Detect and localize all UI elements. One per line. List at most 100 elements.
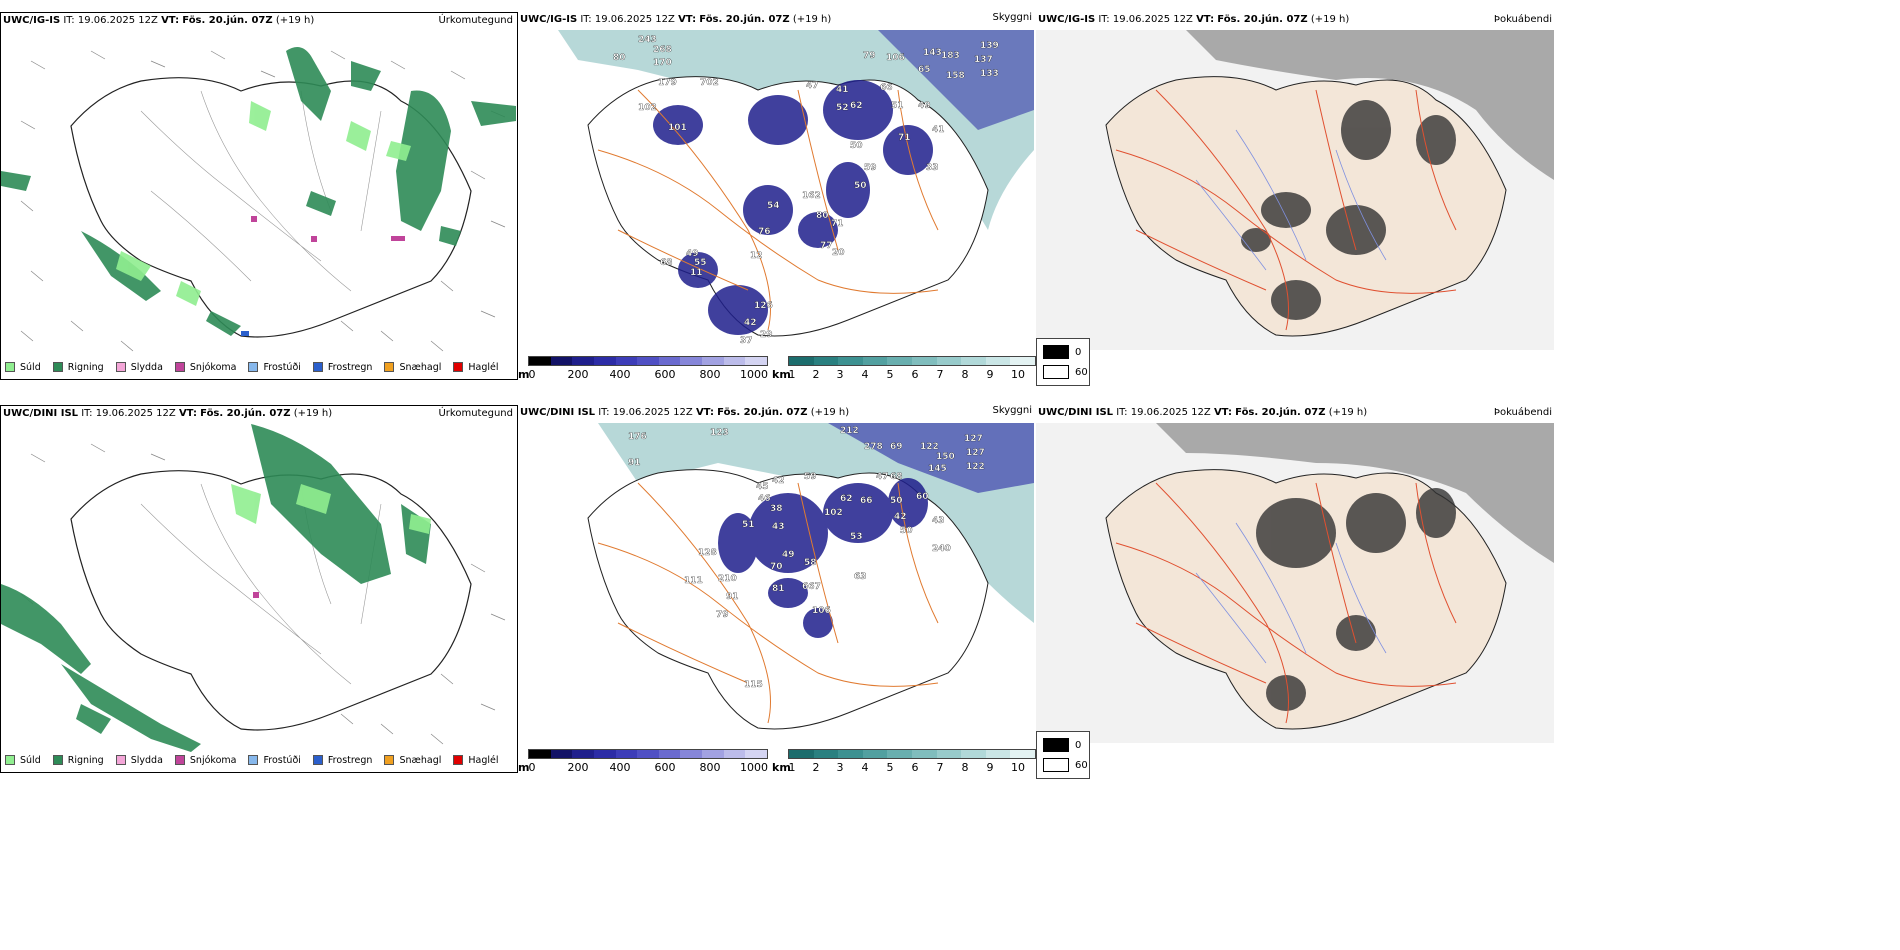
vis-label: 41: [836, 85, 849, 95]
vis-label: 46: [758, 494, 771, 504]
cloud-legend-bottom: 0 60: [1036, 731, 1090, 779]
vis-label: 41: [932, 125, 945, 135]
vis-label: 80: [613, 53, 626, 63]
vis-label: 20: [832, 248, 845, 258]
colorbar-ticks: 1 2 3 4 5 6 7 8 9 10: [788, 761, 1026, 774]
vis-label: 49: [782, 550, 795, 560]
vis-label: 102: [824, 508, 843, 518]
vis-label: 63: [854, 572, 867, 582]
vis-label: 54: [767, 201, 780, 211]
panel-header: UWC/DINI ISL IT: 19.06.2025 12Z VT: Fös.…: [1038, 407, 1368, 418]
vis-label: 50: [900, 526, 913, 536]
vis-label: 50: [850, 141, 863, 151]
vis-label: 127: [966, 448, 985, 458]
vis-label: 126: [754, 301, 773, 311]
vis-label: 47: [806, 81, 819, 91]
visibility-map: [518, 423, 1034, 743]
vis-label: 66: [880, 83, 893, 93]
vis-label: 111: [684, 576, 703, 586]
vis-label: 106: [812, 606, 831, 616]
vis-label: 53: [850, 532, 863, 542]
legend-item: Súld: [5, 362, 41, 373]
vis-label: 127: [964, 434, 983, 444]
vis-label: 62: [850, 101, 863, 111]
legend-item: Snæhagl: [384, 362, 441, 373]
vis-label: 71: [831, 219, 844, 229]
vis-label: 33: [926, 163, 939, 173]
colorbar-km-bottom: km 1 2 3 4 5 6 7 8 9 10: [772, 749, 1036, 774]
vis-label: 170: [653, 58, 672, 68]
vis-label: 162: [802, 191, 821, 201]
precip-legend: Súld Rigning Slydda Snjókoma Frostúði Fr…: [5, 752, 499, 768]
vis-label: 42: [744, 318, 757, 328]
legend-item: Frostúði: [248, 755, 301, 766]
vis-label: 123: [710, 428, 729, 438]
colorbar-meters-bottom: m 0 200 400 600 800 1000: [518, 749, 769, 774]
colorbar-unit: m: [518, 761, 530, 774]
colorbar-unit: km: [772, 368, 791, 381]
precip-map: [1, 424, 506, 752]
colorbar-unit: km: [772, 761, 791, 774]
legend-item: Slydda: [115, 755, 163, 766]
vis-label: 50: [854, 181, 867, 191]
vis-label: 183: [941, 51, 960, 61]
vis-label: 29: [760, 330, 773, 340]
legend-item: Frostúði: [248, 362, 301, 373]
vis-label: 176: [628, 432, 647, 442]
cloud-panel-bottom: UWC/DINI ISL IT: 19.06.2025 12Z VT: Fös.…: [1036, 405, 1556, 779]
legend-item: Snjókoma: [174, 362, 236, 373]
vis-label: 62: [840, 494, 853, 504]
vis-label: 37: [740, 336, 753, 346]
vis-label: 58: [804, 558, 817, 568]
vis-label: 106: [886, 53, 905, 63]
visibility-labels-bottom: 176 123 212 278 69 122 127 150 145 127 1…: [628, 426, 985, 690]
vis-label: 139: [980, 41, 999, 51]
vis-label: 77: [820, 241, 833, 251]
vis-label: 65: [918, 65, 931, 75]
vis-label: 91: [726, 592, 739, 602]
vis-label: 50: [890, 496, 903, 506]
vis-label: 55: [694, 258, 707, 268]
vis-label: 122: [920, 442, 939, 452]
legend-item: Haglél: [453, 755, 499, 766]
vis-label: 702: [700, 78, 719, 88]
vis-label: 79: [716, 610, 729, 620]
colorbar-ticks: 1 2 3 4 5 6 7 8 9 10: [788, 368, 1026, 381]
panel-header: UWC/IG-IS IT: 19.06.2025 12Z VT: Fös. 20…: [3, 15, 315, 26]
panel-title: Úrkomutegund: [438, 15, 513, 26]
vis-label: 91: [628, 458, 641, 468]
vis-label: 59: [864, 163, 877, 173]
vis-label: 158: [946, 71, 965, 81]
vis-label: 69: [890, 442, 903, 452]
vis-label: 212: [840, 426, 859, 436]
panel-title: Skyggni: [992, 405, 1032, 416]
vis-label: 45: [756, 482, 769, 492]
visibility-panel-top: UWC/IG-IS IT: 19.06.2025 12Z VT: Fös. 20…: [518, 12, 1036, 381]
vis-label: 115: [744, 680, 763, 690]
legend-item: Rigning: [52, 362, 104, 373]
colorbar-strip: [788, 356, 1036, 366]
vis-label: 243: [638, 35, 657, 45]
cloud-legend-top: 0 60: [1036, 338, 1090, 386]
vis-label: 122: [966, 462, 985, 472]
vis-label: 68: [890, 472, 903, 482]
legend-item: Slydda: [115, 362, 163, 373]
vis-label: 179: [658, 78, 677, 88]
panel-header: UWC/DINI ISL IT: 19.06.2025 12Z VT: Fös.…: [3, 408, 333, 419]
vis-label: 79: [863, 51, 876, 61]
legend-item: Súld: [5, 755, 41, 766]
vis-label: 240: [932, 544, 951, 554]
cloud-panel-top: UWC/IG-IS IT: 19.06.2025 12Z VT: Fös. 20…: [1036, 12, 1556, 386]
vis-label: 268: [653, 45, 672, 55]
colorbar-ticks: 0 200 400 600 800 1000: [528, 368, 769, 381]
vis-label: 76: [758, 227, 771, 237]
colorbar-km-top: km 1 2 3 4 5 6 7 8 9 10: [772, 356, 1036, 381]
precip-map: [1, 47, 516, 352]
vis-label: 11: [690, 268, 703, 278]
legend-item: Snjókoma: [174, 755, 236, 766]
vis-label: 143: [923, 48, 942, 58]
colorbar-ticks: 0 200 400 600 800 1000: [528, 761, 769, 774]
panel-title: Þokuábendi: [1493, 407, 1552, 418]
colorbar-meters-top: m 0 200 400 600 800 1000: [518, 356, 769, 381]
panel-title: Úrkomutegund: [438, 408, 513, 419]
